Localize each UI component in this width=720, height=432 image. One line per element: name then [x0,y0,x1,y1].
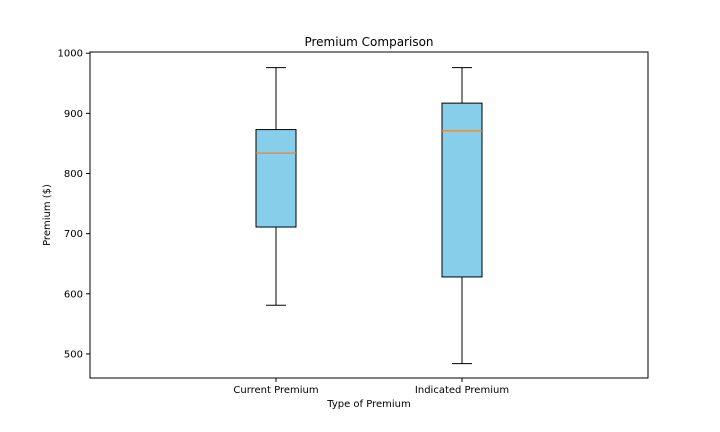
chart-title: Premium Comparison [304,35,433,49]
x-axis: Current Premium Indicated Premium [233,378,509,396]
y-axis: 500 600 700 800 900 1000 [58,49,90,360]
x-axis-label: Type of Premium [326,399,410,410]
y-tick-label: 1000 [58,49,83,60]
plot-area [255,67,483,365]
box-group [255,67,297,306]
y-tick-label: 700 [64,229,83,240]
y-tick-label: 900 [64,109,83,120]
x-tick-label: Current Premium [233,385,318,396]
y-tick-label: 500 [64,349,83,360]
y-tick-label: 600 [64,289,83,300]
y-tick-label: 800 [64,169,83,180]
plot-frame [89,51,649,379]
iqr-box [441,102,483,278]
box-group [441,67,483,365]
x-tick-label: Indicated Premium [415,385,509,396]
y-axis-label: Premium ($) [42,184,53,246]
iqr-box [255,129,297,228]
